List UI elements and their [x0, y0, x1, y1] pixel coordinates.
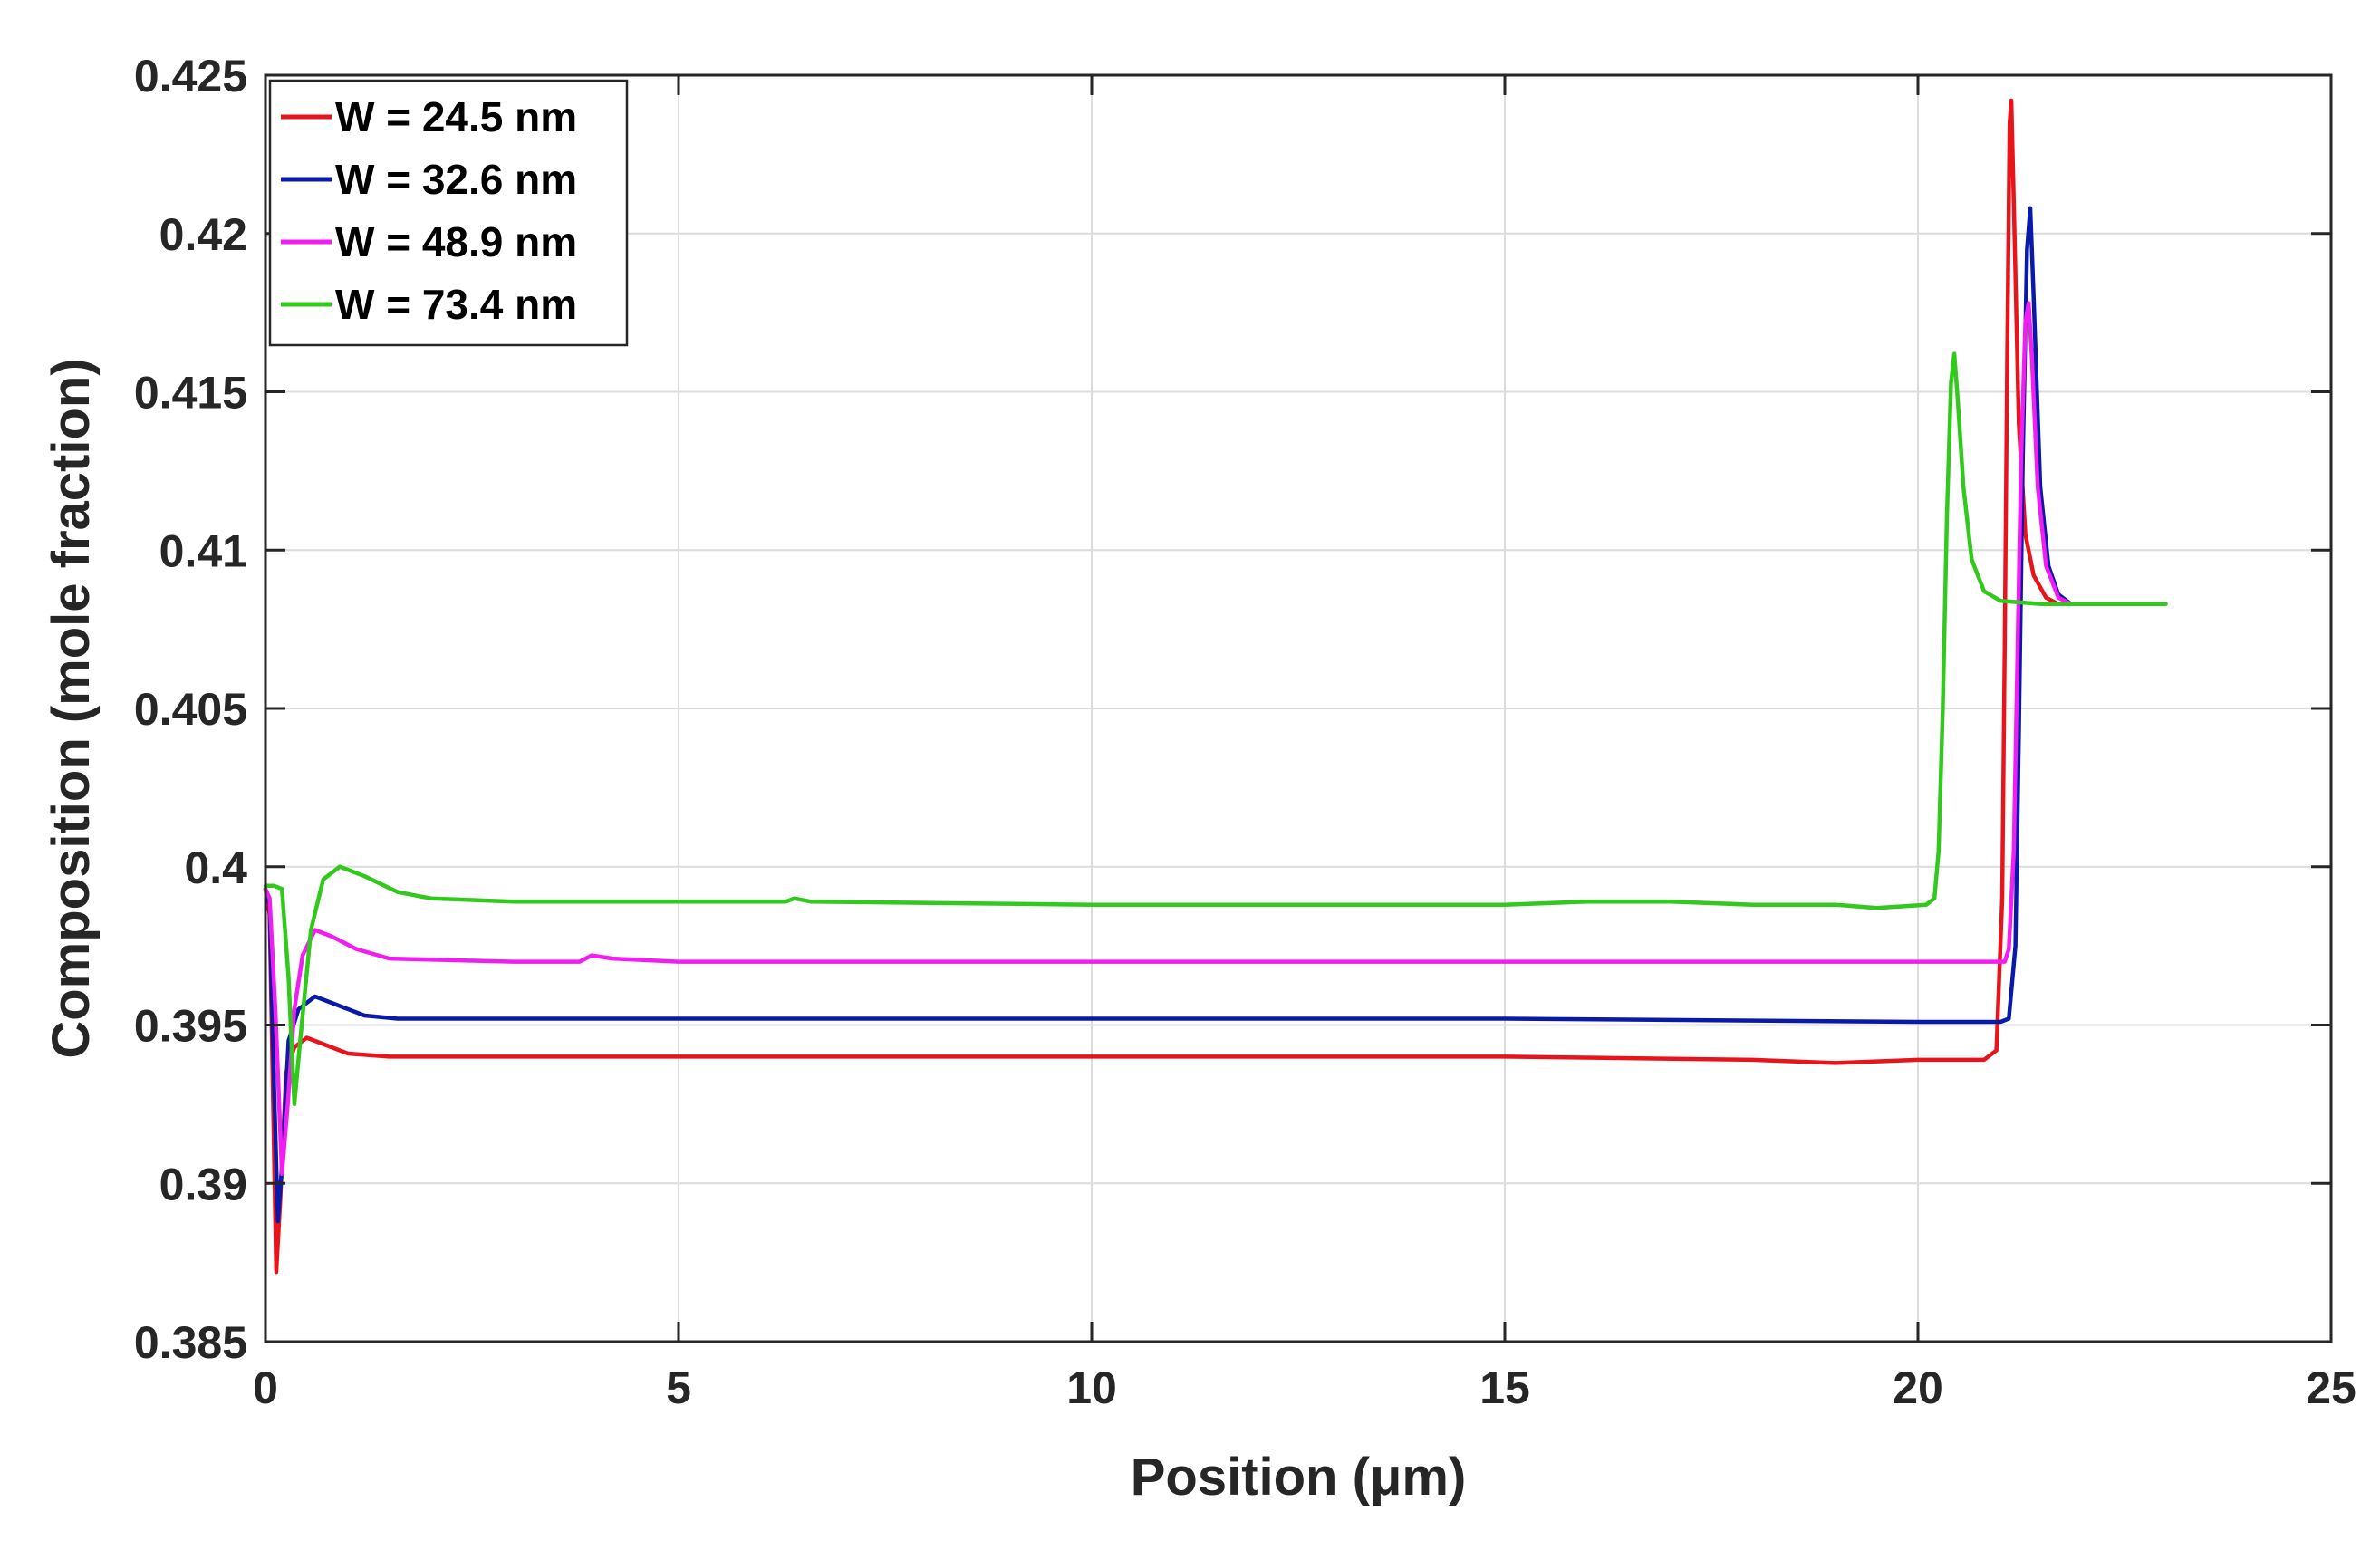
- legend-label: W = 73.4 nm: [335, 281, 577, 328]
- grid: [265, 75, 2331, 1342]
- y-tick-label: 0.405: [134, 684, 247, 735]
- y-tick-label: 0.415: [134, 368, 247, 419]
- y-tick-label: 0.395: [134, 1001, 247, 1052]
- series-line-4: [263, 351, 2168, 1107]
- legend: W = 24.5 nm W = 32.6 nm W = 48.9 nm W = 73.…: [268, 79, 629, 347]
- x-tick-label: 5: [666, 1362, 691, 1413]
- tick-labels: 0 5 10 15 20 25 0.385 0.39 0.395 0.4 0.405 0.41 0.41…: [134, 51, 2356, 1413]
- legend-label: W = 24.5 nm: [335, 93, 577, 140]
- y-tick-label: 0.39: [159, 1159, 247, 1209]
- x-tick-label: 0: [253, 1362, 278, 1413]
- y-tick-label: 0.385: [134, 1317, 247, 1368]
- x-tick-label: 15: [1479, 1362, 1530, 1413]
- x-tick-label: 25: [2306, 1362, 2356, 1413]
- legend-box: [268, 79, 629, 347]
- legend-label: W = 32.6 nm: [335, 156, 577, 203]
- x-tick-label: 20: [1893, 1362, 1943, 1413]
- legend-label: W = 48.9 nm: [335, 218, 577, 265]
- y-tick-label: 0.4: [184, 842, 247, 893]
- series-line-3: [263, 301, 2073, 1177]
- y-tick-label: 0.425: [134, 51, 247, 101]
- y-axis-label: Composition (mole fraction): [42, 358, 101, 1058]
- x-axis-label: Position (μm): [1131, 1448, 1467, 1507]
- ticks: [264, 73, 2333, 1343]
- x-tick-label: 10: [1066, 1362, 1117, 1413]
- series-group: [263, 98, 2168, 1275]
- y-tick-label: 0.42: [159, 209, 247, 260]
- y-tick-label: 0.41: [159, 525, 247, 576]
